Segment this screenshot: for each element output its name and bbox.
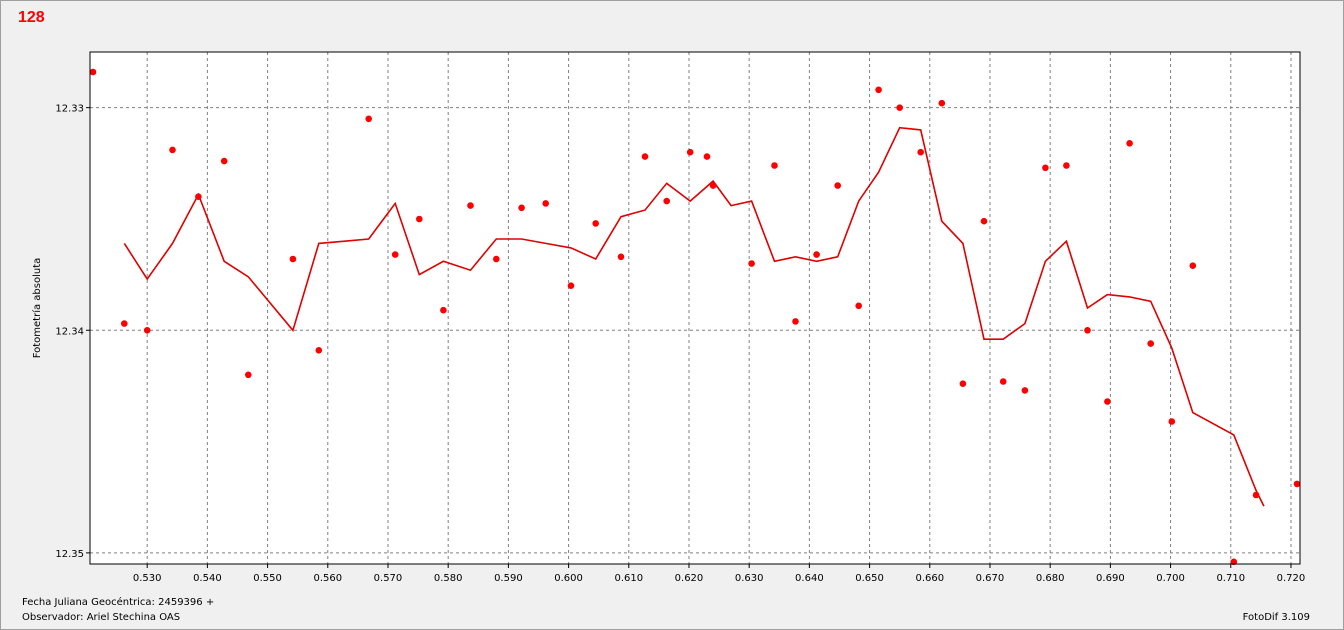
data-point	[980, 217, 988, 225]
data-point	[999, 378, 1007, 385]
x-tick-label: 0.630	[735, 573, 764, 584]
data-point	[1084, 327, 1091, 334]
y-axis-label: Fotometría absoluta	[31, 258, 43, 359]
data-point	[834, 182, 841, 189]
data-point	[592, 220, 599, 227]
data-point	[792, 318, 799, 325]
data-point	[245, 371, 252, 379]
plot-background	[90, 52, 1300, 564]
footer-version: FotoDif 3.109	[1242, 612, 1310, 623]
fit-line	[123, 126, 1265, 507]
x-tick-label: 0.610	[614, 573, 643, 584]
data-point	[567, 282, 575, 290]
data-point	[748, 260, 755, 267]
data-point	[686, 148, 694, 156]
data-point	[315, 347, 323, 354]
x-tick-label: 0.550	[253, 573, 282, 584]
y-tick-label: 12.35	[55, 549, 84, 560]
x-tick-label: 0.530	[133, 573, 162, 584]
data-point	[1168, 418, 1176, 425]
data-point	[663, 197, 670, 205]
x-tick-label: 0.620	[675, 573, 704, 584]
data-point	[365, 115, 373, 123]
data-point	[416, 215, 423, 223]
x-tick-label: 0.640	[795, 573, 824, 584]
data-point	[959, 380, 967, 388]
data-point	[518, 204, 525, 212]
data-point	[1104, 398, 1111, 405]
data-point	[391, 251, 399, 258]
x-axis: 0.530 0.540 0.550 0.560 0.570 0.580 0.590 0.600…	[133, 564, 1305, 584]
data-point	[121, 320, 128, 327]
x-tick-label: 0.690	[1096, 573, 1125, 584]
data-point	[1021, 387, 1029, 394]
x-tick-label: 0.710	[1216, 573, 1245, 584]
y-tick-label: 12.33	[55, 104, 84, 115]
data-point	[1189, 262, 1197, 270]
data-point	[1126, 140, 1133, 147]
chart-title: 128	[18, 9, 45, 26]
data-point	[855, 302, 862, 310]
x-tick-label: 0.650	[855, 573, 884, 584]
data-point	[89, 68, 97, 76]
data-point	[220, 157, 228, 165]
data-point	[813, 251, 820, 258]
y-axis: 12.33 12.34 12.35	[55, 104, 90, 560]
data-point	[542, 200, 549, 207]
data-point	[1293, 480, 1301, 488]
x-tick-label: 0.720	[1277, 573, 1306, 584]
x-tick-label: 0.600	[554, 573, 583, 584]
data-point	[641, 153, 649, 160]
data-point	[440, 306, 447, 314]
data-point	[1147, 340, 1154, 347]
fit-line-layer	[123, 126, 1265, 507]
plot-border	[89, 51, 1301, 565]
x-tick-label: 0.540	[193, 573, 222, 584]
data-point	[875, 86, 882, 94]
data-point	[143, 327, 151, 334]
footer-julian-date: Fecha Juliana Geocéntrica: 2459396 +	[22, 597, 215, 608]
data-point	[1063, 162, 1070, 169]
data-point	[289, 255, 297, 263]
data-point	[771, 162, 778, 169]
x-tick-label: 0.660	[915, 573, 944, 584]
grid-layer	[90, 52, 1300, 564]
x-tick-label: 0.670	[976, 573, 1005, 584]
data-point	[703, 153, 711, 160]
x-tick-label: 0.680	[1036, 573, 1065, 584]
data-point	[617, 253, 625, 261]
data-point	[169, 146, 176, 154]
footer-observer: Observador: Ariel Stechina OAS	[22, 612, 181, 623]
x-tick-label: 0.700	[1156, 573, 1185, 584]
x-tick-label: 0.570	[374, 573, 403, 584]
x-tick-label: 0.560	[313, 573, 342, 584]
data-point	[1230, 558, 1238, 566]
data-point	[195, 193, 202, 200]
data-point	[896, 104, 903, 111]
data-point	[467, 202, 474, 209]
data-point	[1252, 491, 1260, 499]
y-tick-label: 12.34	[55, 326, 84, 337]
points-layer	[89, 68, 1301, 566]
data-point	[709, 182, 717, 189]
x-tick-label: 0.590	[494, 573, 523, 584]
data-point	[938, 99, 946, 107]
data-point	[493, 255, 500, 263]
data-point	[917, 148, 924, 156]
x-tick-label: 0.580	[434, 573, 463, 584]
data-point	[1042, 164, 1049, 172]
